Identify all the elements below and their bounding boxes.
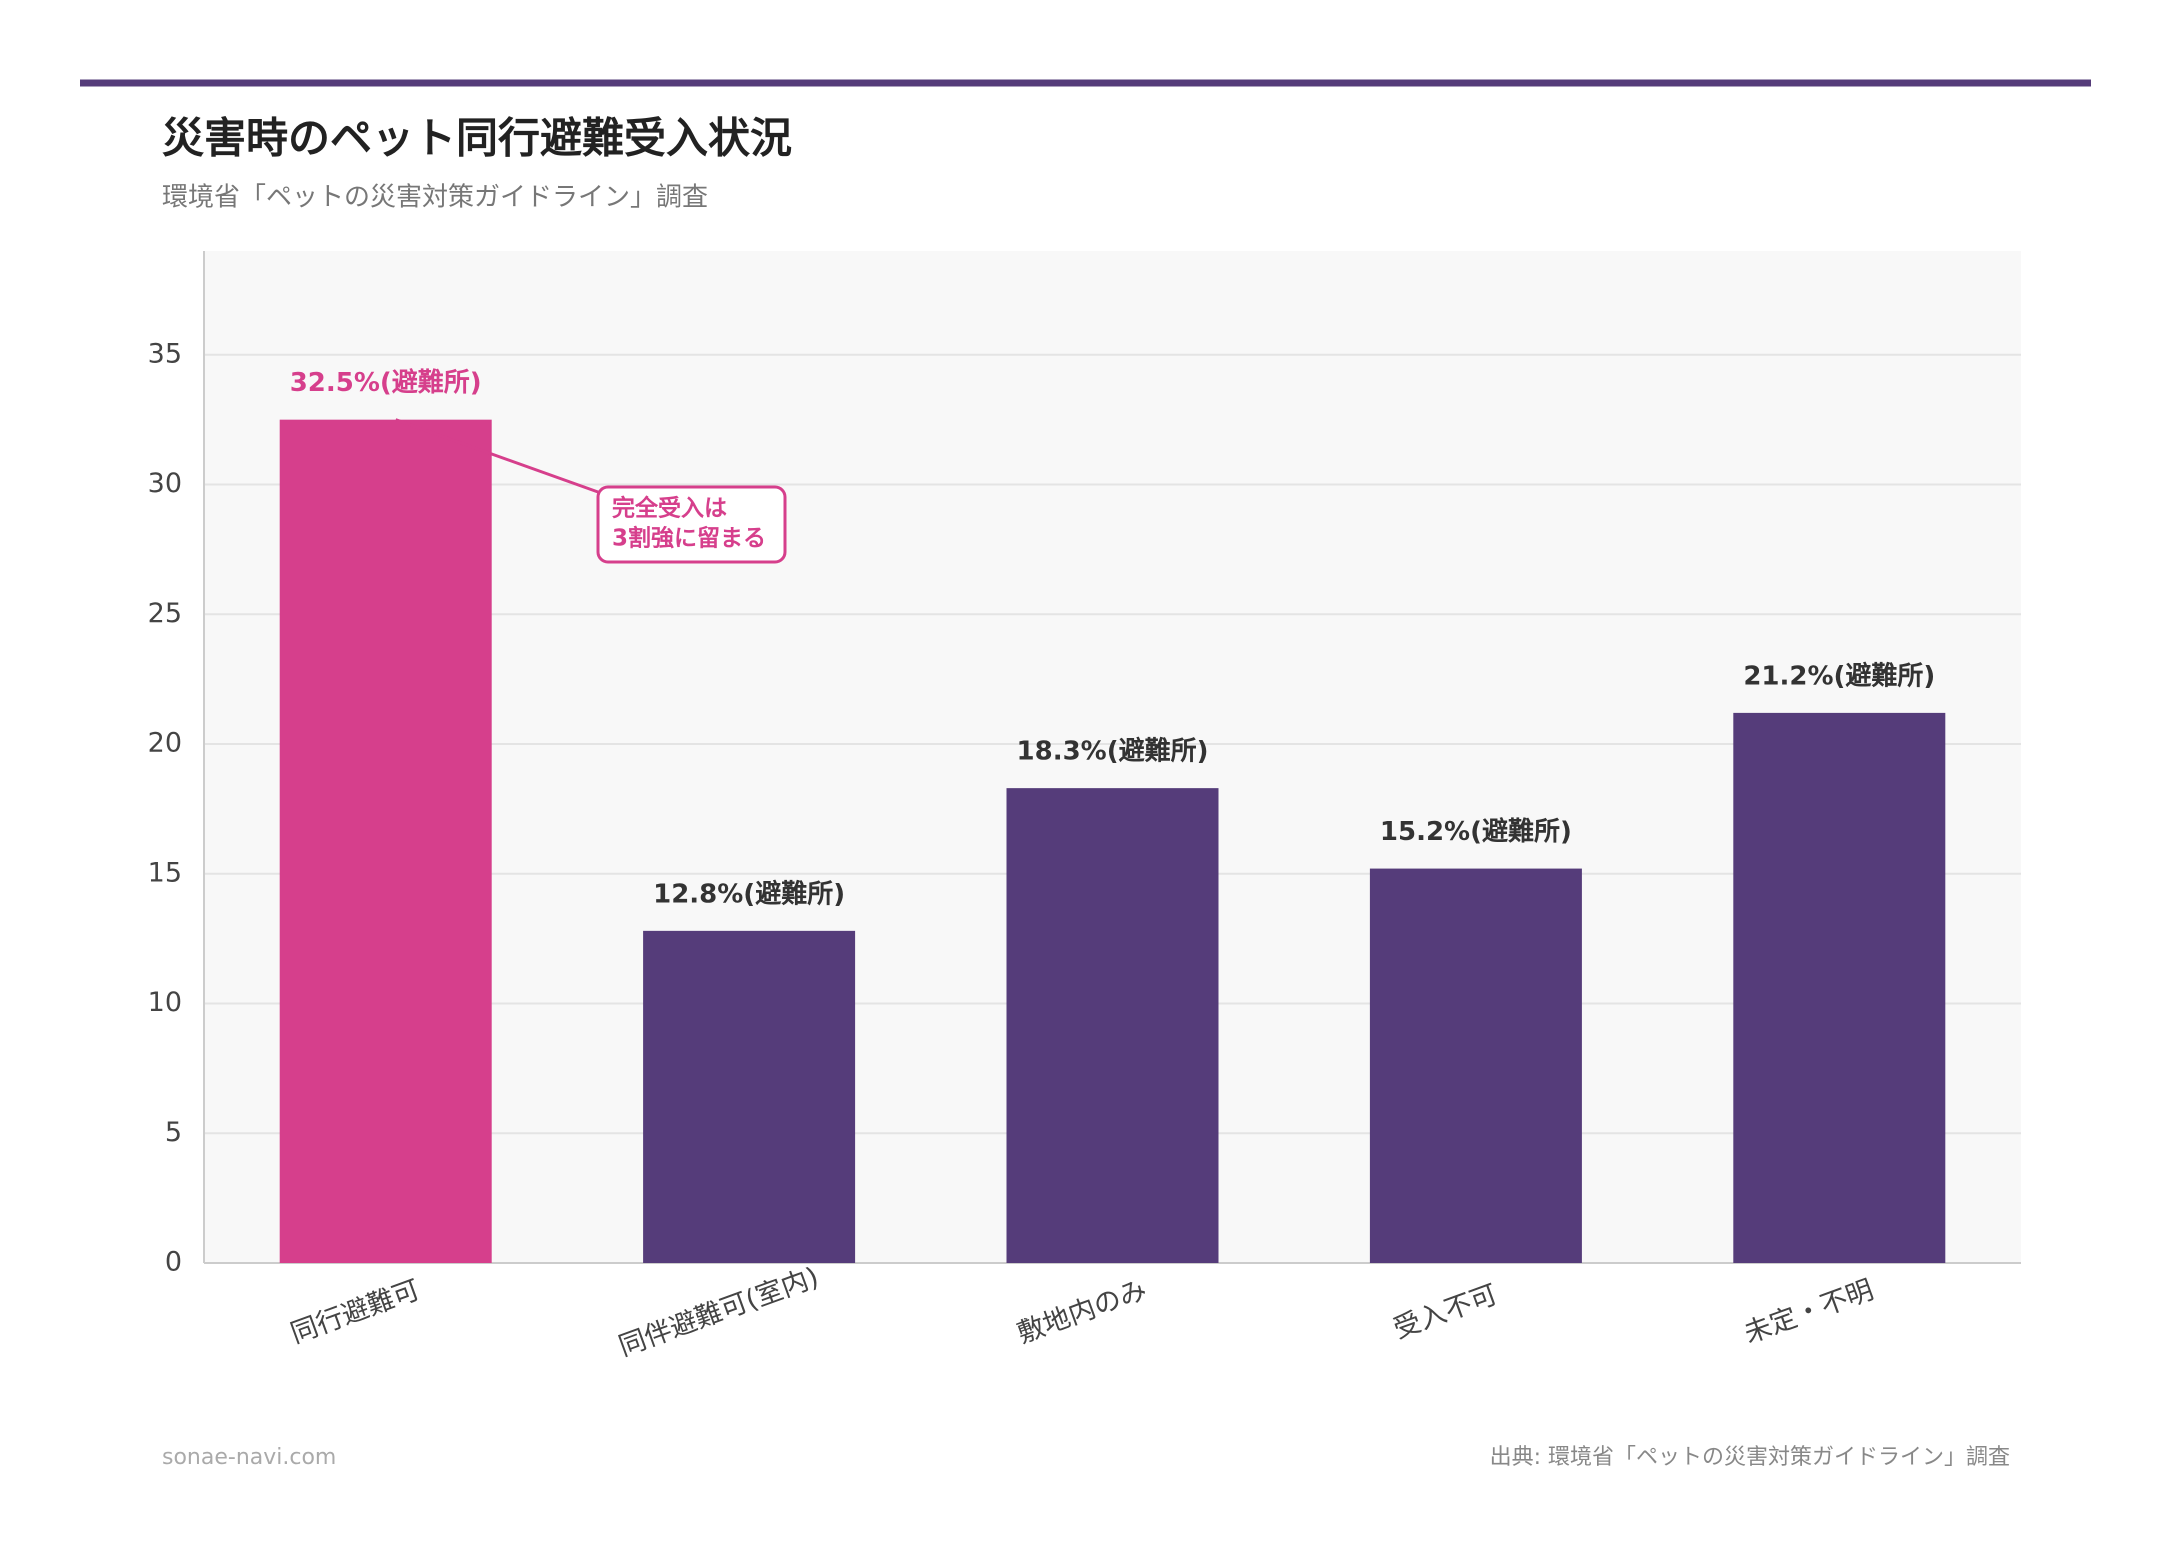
footer-right: 出典: 環境省「ペットの災害対策ガイドライン」調査 bbox=[1490, 1445, 2010, 1470]
chart-title: 災害時のペット同行避難受入状況 bbox=[162, 114, 792, 163]
value-label: 32.5%(避難所) bbox=[290, 367, 482, 398]
annotation-box bbox=[596, 485, 787, 564]
value-label: 15.2%(避難所) bbox=[1380, 816, 1572, 847]
value-label: 12.8%(避難所) bbox=[653, 878, 845, 909]
bar bbox=[1006, 788, 1219, 1263]
value-label: 21.2%(避難所) bbox=[1743, 660, 1935, 691]
x-tick-label: 同伴避難可(室内) bbox=[615, 1262, 823, 1363]
value-label: 18.3%(避難所) bbox=[1017, 736, 1209, 767]
x-tick-label: 敷地内のみ bbox=[1013, 1274, 1150, 1349]
x-tick-label: 受入不可 bbox=[1390, 1279, 1502, 1345]
y-tick-label: 0 bbox=[165, 1247, 182, 1278]
y-tick-label: 10 bbox=[148, 987, 182, 1018]
y-tick-label: 15 bbox=[148, 857, 182, 888]
y-tick-label: 30 bbox=[148, 468, 182, 499]
x-tick-label: 未定・不明 bbox=[1740, 1274, 1877, 1349]
y-tick-label: 5 bbox=[165, 1117, 182, 1148]
annotation-text: 完全受入は bbox=[612, 495, 727, 522]
y-tick-label: 35 bbox=[148, 338, 182, 369]
x-tick-label: 同行避難可 bbox=[287, 1274, 424, 1349]
bar bbox=[643, 930, 856, 1263]
bar bbox=[1369, 868, 1582, 1263]
bar bbox=[279, 419, 492, 1264]
annotation-connector bbox=[395, 418, 599, 494]
y-tick-label: 20 bbox=[148, 728, 182, 759]
footer-left: sonae-navi.com bbox=[162, 1445, 336, 1470]
annotation-text: 3割強に留まる bbox=[612, 525, 766, 552]
bar bbox=[1733, 712, 1946, 1263]
chart-subtitle: 環境省「ペットの災害対策ガイドライン」調査 bbox=[162, 183, 708, 213]
y-tick-label: 25 bbox=[148, 598, 182, 629]
